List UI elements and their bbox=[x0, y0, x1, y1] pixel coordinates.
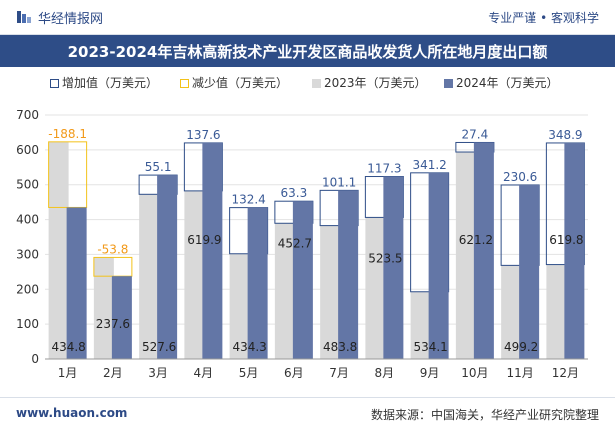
bar-2024 bbox=[202, 142, 223, 359]
x-tick-label: 1月 bbox=[58, 366, 78, 380]
bar-2024 bbox=[157, 175, 178, 359]
y-tick-label: 300 bbox=[16, 247, 39, 261]
value-label-2024: 499.2 bbox=[504, 340, 538, 354]
x-tick-label: 2月 bbox=[103, 366, 123, 380]
bar-2024 bbox=[247, 207, 268, 359]
bar-2023 bbox=[546, 264, 567, 359]
bar-2023 bbox=[139, 194, 160, 359]
change-label: 27.4 bbox=[462, 127, 489, 141]
value-label-2024: 523.5 bbox=[368, 251, 402, 265]
legend-swatch-2024 bbox=[444, 79, 453, 88]
bar-2023 bbox=[229, 253, 250, 359]
value-label-2024: 621.2 bbox=[459, 233, 493, 247]
labels-layer: -188.1 434.8 -53.8 237.6 55.1 527.6 137.6 619.9… bbox=[48, 127, 583, 354]
bar-2024 bbox=[428, 172, 449, 359]
bar-2024 bbox=[66, 207, 87, 359]
title-bar: 2023-2024年吉林高新技术产业开发区商品收发货人所在地月度出口额 bbox=[0, 35, 615, 67]
x-tick-label: 12月 bbox=[552, 366, 579, 380]
bar-2023 bbox=[274, 223, 295, 359]
bar-2024 bbox=[292, 201, 313, 359]
change-label: 230.6 bbox=[503, 170, 537, 184]
x-tick-label: 6月 bbox=[284, 366, 304, 380]
value-label-2024: 434.8 bbox=[51, 340, 85, 354]
bar-2023 bbox=[184, 190, 205, 359]
x-tick-label: 9月 bbox=[420, 366, 440, 380]
value-label-2024: 483.8 bbox=[323, 340, 357, 354]
chart-plot: -188.1 434.8 -53.8 237.6 55.1 527.6 137.6 619.9… bbox=[16, 108, 588, 380]
value-label-2024: 237.6 bbox=[96, 317, 130, 331]
change-label: 63.3 bbox=[281, 186, 308, 200]
legend-swatch-2023 bbox=[312, 79, 321, 88]
website-link[interactable]: www.huaon.com bbox=[16, 406, 128, 420]
change-label: 348.9 bbox=[548, 128, 582, 142]
legend-label-increase: 增加值（万美元） bbox=[62, 76, 159, 90]
value-label-2024: 527.6 bbox=[142, 340, 176, 354]
legend-label-decrease: 减少值（万美元） bbox=[192, 76, 289, 90]
x-tick-label: 8月 bbox=[375, 366, 395, 380]
y-tick-label: 0 bbox=[31, 352, 39, 366]
bar-2024 bbox=[473, 142, 494, 359]
footer: www.huaon.com 数据来源：中国海关，华经产业研究院整理 bbox=[0, 397, 615, 428]
bar-2023 bbox=[410, 291, 431, 359]
change-label: 101.1 bbox=[322, 175, 356, 189]
slogan: 专业严谨 • 客观科学 bbox=[488, 11, 599, 25]
bar-2024 bbox=[519, 184, 540, 359]
change-label: 55.1 bbox=[145, 160, 172, 174]
bar-2024 bbox=[111, 276, 132, 359]
value-label-2024: 434.3 bbox=[232, 340, 266, 354]
y-tick-label: 200 bbox=[16, 282, 39, 296]
change-label: 341.2 bbox=[412, 158, 446, 172]
bar-2023 bbox=[365, 217, 386, 359]
change-label: -188.1 bbox=[48, 127, 87, 141]
bar-2023 bbox=[48, 141, 69, 359]
legend-swatch-decrease bbox=[180, 79, 189, 88]
x-tick-label: 5月 bbox=[239, 366, 259, 380]
data-source: 数据来源：中国海关，华经产业研究院整理 bbox=[370, 408, 599, 422]
bar-2024 bbox=[383, 176, 404, 359]
change-label: 137.6 bbox=[186, 128, 220, 142]
value-label-2024: 452.7 bbox=[278, 236, 312, 250]
brand-name: 华经情报网 bbox=[38, 12, 104, 27]
legend-label-2024: 2024年（万美元） bbox=[456, 76, 559, 90]
y-tick-label: 400 bbox=[16, 213, 39, 227]
bar-2023 bbox=[320, 225, 341, 359]
legend-item-2023: 2023年（万美元） bbox=[312, 74, 427, 91]
bar-2023 bbox=[93, 257, 114, 359]
value-label-2024: 619.8 bbox=[549, 233, 583, 247]
change-label: 117.3 bbox=[367, 162, 401, 176]
axis-layer: 0 100 200 300 400 500 600 700 1月 2月 3月 4月 5月 6月 7月 8月 9月… bbox=[16, 108, 588, 380]
y-tick-label: 700 bbox=[16, 108, 39, 122]
value-label-2024: 619.9 bbox=[187, 233, 221, 247]
legend-item-increase: 增加值（万美元） bbox=[50, 74, 158, 91]
legend-item-2024: 2024年（万美元） bbox=[444, 74, 559, 91]
bar-2024 bbox=[564, 142, 585, 359]
x-tick-label: 4月 bbox=[194, 366, 214, 380]
bar-2023 bbox=[455, 152, 476, 359]
y-tick-label: 600 bbox=[16, 143, 39, 157]
change-label: 132.4 bbox=[231, 193, 265, 207]
legend-item-decrease: 减少值（万美元） bbox=[180, 74, 288, 91]
x-tick-label: 11月 bbox=[506, 366, 533, 380]
x-tick-label: 10月 bbox=[461, 366, 488, 380]
value-label-2024: 534.1 bbox=[413, 340, 447, 354]
legend-label-2023: 2023年（万美元） bbox=[324, 76, 427, 90]
bar-2023 bbox=[501, 265, 522, 359]
logo-icon bbox=[17, 11, 31, 23]
y-tick-label: 500 bbox=[16, 178, 39, 192]
change-label: -53.8 bbox=[97, 242, 128, 256]
chart-title: 2023-2024年吉林高新技术产业开发区商品收发货人所在地月度出口额 bbox=[67, 43, 548, 61]
bar-2024 bbox=[338, 190, 359, 359]
top-bar: 华经情报网 专业严谨 • 客观科学 bbox=[0, 0, 615, 35]
legend-swatch-increase bbox=[50, 79, 59, 88]
x-tick-label: 7月 bbox=[329, 366, 349, 380]
y-tick-label: 100 bbox=[16, 317, 39, 331]
x-tick-label: 3月 bbox=[148, 366, 168, 380]
bars-layer bbox=[48, 141, 585, 359]
